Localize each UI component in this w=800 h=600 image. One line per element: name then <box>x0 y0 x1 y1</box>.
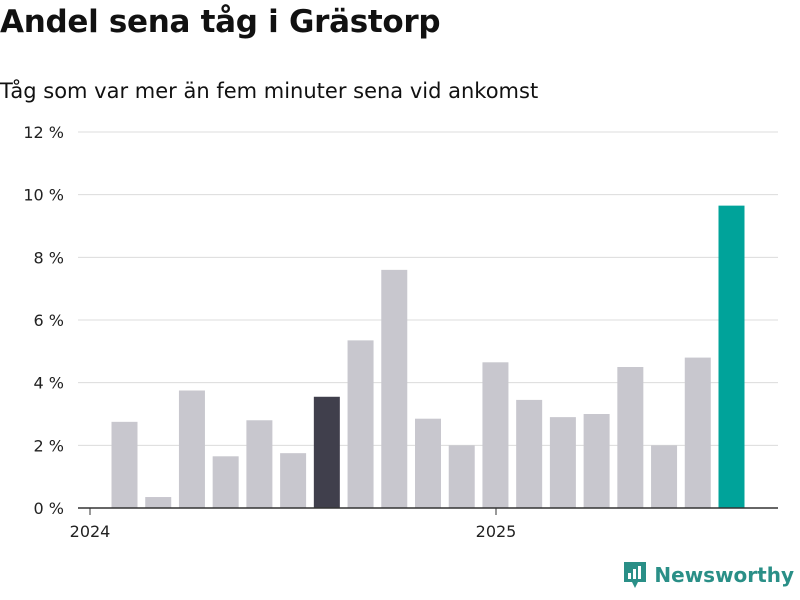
bar <box>347 340 374 508</box>
bar <box>583 414 610 508</box>
bar <box>684 357 711 508</box>
bar <box>313 396 340 508</box>
x-tick-label: 2024 <box>70 522 111 541</box>
x-tick-label: 2025 <box>476 522 517 541</box>
brand-name: Newsworthy <box>654 563 794 587</box>
bar <box>246 420 273 508</box>
y-tick-label: 12 % <box>23 123 64 142</box>
y-tick-label: 8 % <box>34 248 64 267</box>
bar <box>482 362 509 508</box>
bar <box>415 418 441 508</box>
bar <box>381 269 408 508</box>
y-tick-label: 4 % <box>34 374 64 393</box>
bar <box>549 417 576 508</box>
bar <box>178 390 205 508</box>
bar <box>718 205 745 508</box>
bar <box>617 367 644 508</box>
bar <box>448 445 475 508</box>
y-tick-label: 10 % <box>23 186 64 205</box>
brand-logo: Newsworthy <box>622 560 794 590</box>
y-tick-label: 6 % <box>34 311 64 330</box>
bar <box>516 399 543 508</box>
bar <box>651 445 678 508</box>
y-tick-label: 2 % <box>34 436 64 455</box>
bar <box>111 421 138 508</box>
chart-title: Andel sena tåg i Grästorp <box>0 4 441 40</box>
y-tick-label: 0 % <box>34 499 64 518</box>
chart-subtitle: Tåg som var mer än fem minuter sena vid … <box>0 79 539 103</box>
bar <box>212 456 239 508</box>
bar <box>145 497 172 508</box>
bar <box>280 453 307 508</box>
bar-chart: 0 % 2 % 4 % 6 % 8 % 10 % 12 % 2024 2025 <box>23 123 778 541</box>
newsworthy-icon <box>624 562 647 588</box>
